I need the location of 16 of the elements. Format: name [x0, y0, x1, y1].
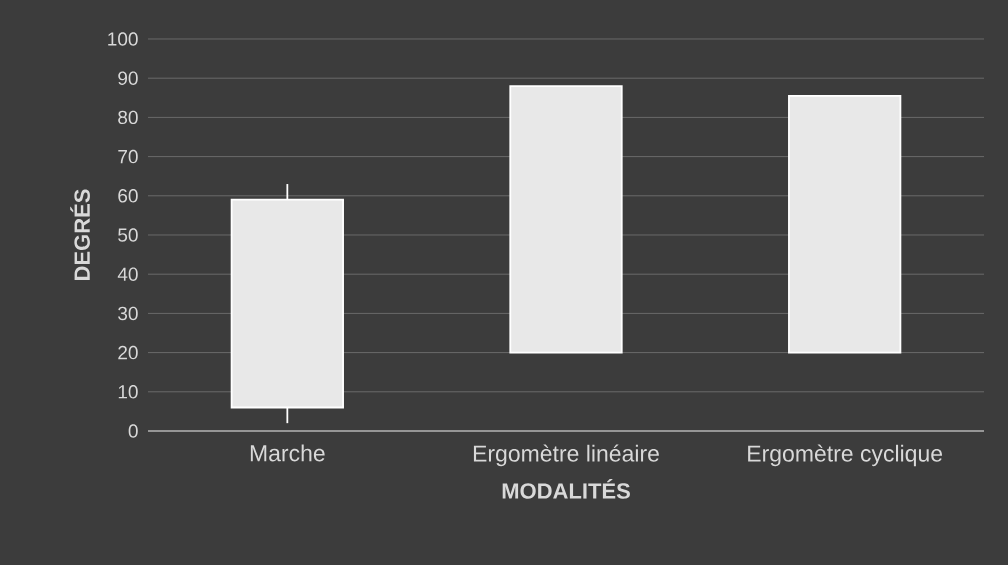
y-tick-label: 10 — [118, 385, 138, 399]
x-tick-label: Ergomètre cyclique — [748, 444, 943, 467]
y-tick-label: 30 — [118, 306, 138, 321]
y-tick-label: 20 — [118, 345, 138, 360]
y-tick-label: 70 — [118, 149, 138, 164]
y-tick-label: 80 — [118, 110, 138, 125]
y-tick-label: 100 — [108, 32, 138, 46]
y-tick-label: 0 — [128, 424, 138, 438]
y-tick-label: 40 — [117, 267, 138, 281]
y-tick-label: 60 — [118, 189, 138, 203]
x-axis-title: MODALITÉS — [502, 479, 630, 499]
y-axis-title: DEGRÉS — [70, 189, 90, 280]
y-tick-label: 50 — [118, 228, 138, 242]
y-tick-label: 90 — [118, 71, 138, 85]
x-tick-label: Ergomètre linéaire — [473, 444, 659, 467]
x-tick-label: Marche — [250, 444, 325, 462]
